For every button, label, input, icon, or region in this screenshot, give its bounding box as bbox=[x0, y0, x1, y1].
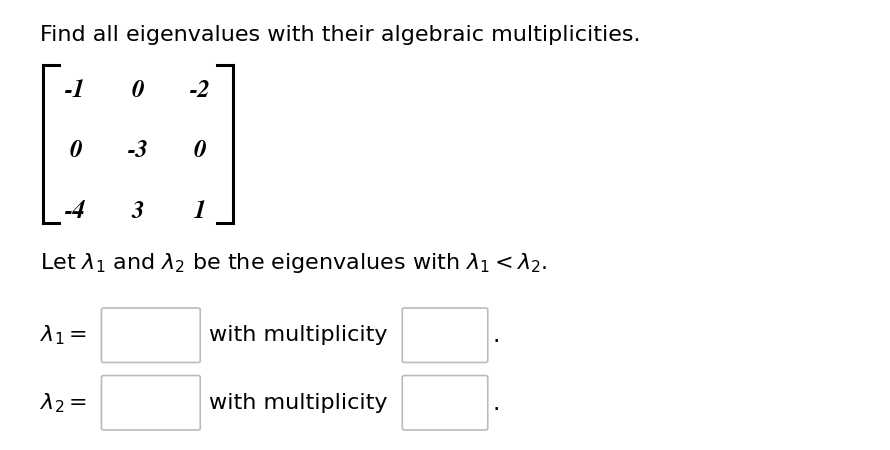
Text: $\lambda_1 =$: $\lambda_1 =$ bbox=[40, 324, 87, 347]
Text: -4: -4 bbox=[65, 200, 86, 223]
Text: with multiplicity: with multiplicity bbox=[209, 325, 388, 345]
Text: .: . bbox=[492, 391, 499, 415]
Text: -1: -1 bbox=[65, 78, 86, 102]
Text: Find all eigenvalues with their algebraic multiplicities.: Find all eigenvalues with their algebrai… bbox=[40, 25, 641, 45]
Text: .: . bbox=[492, 323, 499, 347]
Text: 0: 0 bbox=[69, 139, 82, 162]
Text: 0: 0 bbox=[194, 139, 206, 162]
Text: $\lambda_2 =$: $\lambda_2 =$ bbox=[40, 391, 87, 414]
Text: -2: -2 bbox=[190, 78, 211, 102]
Text: 3: 3 bbox=[132, 200, 144, 223]
Text: 0: 0 bbox=[132, 78, 144, 102]
Text: -3: -3 bbox=[127, 139, 149, 162]
Text: Let $\lambda_1$ and $\lambda_2$ be the eigenvalues with $\lambda_1 < \lambda_2$.: Let $\lambda_1$ and $\lambda_2$ be the e… bbox=[40, 251, 547, 275]
Text: 1: 1 bbox=[194, 200, 206, 223]
Text: with multiplicity: with multiplicity bbox=[209, 393, 388, 413]
